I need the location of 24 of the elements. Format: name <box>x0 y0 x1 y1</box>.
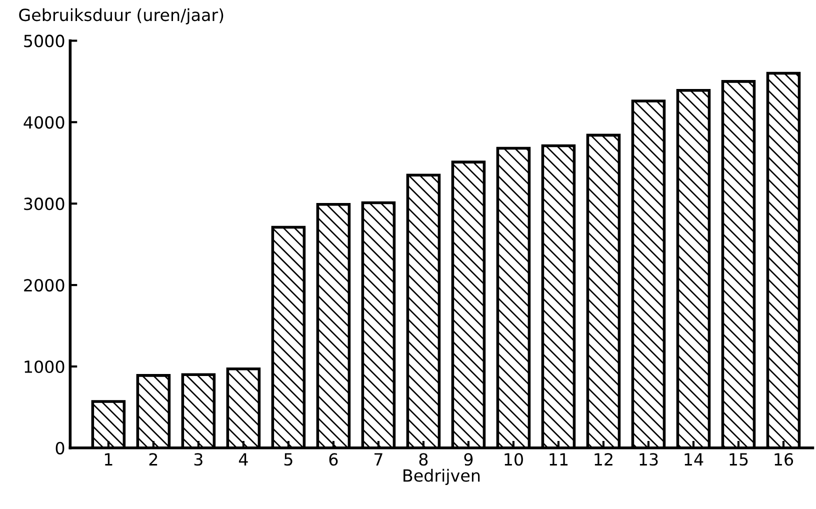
x-tick-label: 14 <box>684 453 704 466</box>
x-axis-title: Bedrijven <box>404 468 480 486</box>
y-tick-label: 0 <box>56 442 64 454</box>
x-tick-label: 9 <box>464 453 473 466</box>
x-tick-label: 16 <box>774 453 794 466</box>
x-tick-label: 13 <box>640 453 658 466</box>
y-tick-label: 5000 <box>24 34 64 48</box>
x-tick-label: 12 <box>594 453 612 466</box>
y-tick-label: 3000 <box>24 198 64 210</box>
x-tick-label: 6 <box>329 453 338 466</box>
x-tick-label: 3 <box>194 453 202 466</box>
x-tick-label: 4 <box>238 453 248 466</box>
x-tick-label: 8 <box>419 453 428 466</box>
x-tick-label: 5 <box>284 453 292 466</box>
x-tick-label: 7 <box>374 453 382 466</box>
y-tick-label: 4000 <box>24 116 64 129</box>
x-tick-label: 11 <box>550 453 568 466</box>
x-tick-label: 1 <box>104 453 112 466</box>
x-tick-label: 10 <box>504 453 523 466</box>
y-tick-label: 1000 <box>24 360 64 374</box>
x-tick-label: 2 <box>149 453 158 466</box>
y-tick-label: 2000 <box>24 279 64 292</box>
y-axis-title: Gebruiksduur (uren/jaar) <box>19 8 224 24</box>
x-tick-label: 15 <box>730 453 748 466</box>
